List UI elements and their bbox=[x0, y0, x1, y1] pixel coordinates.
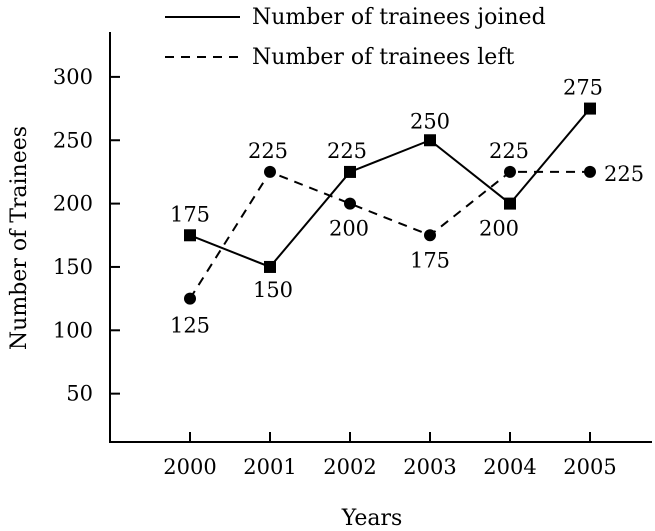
point-marker-left bbox=[264, 165, 276, 178]
point-marker-left bbox=[424, 229, 436, 242]
y-tick-label: 50 bbox=[66, 382, 93, 406]
legend-label-joined: Number of trainees joined bbox=[252, 5, 546, 30]
series-line-joined bbox=[189, 107, 591, 269]
data-label-joined: 275 bbox=[563, 76, 603, 100]
x-tick-label: 2005 bbox=[563, 455, 616, 479]
data-label-joined: 175 bbox=[170, 202, 210, 226]
data-labels: 175 150 225 250 200 275 125 225 200 175 225 225 bbox=[170, 76, 644, 338]
data-label-joined: 150 bbox=[253, 278, 293, 302]
x-tick-label: 2000 bbox=[163, 455, 216, 479]
data-label-joined: 250 bbox=[410, 109, 450, 133]
data-label-joined: 225 bbox=[327, 139, 367, 163]
x-tick-label: 2001 bbox=[243, 455, 296, 479]
y-axis-title: Number of Trainees bbox=[7, 126, 32, 350]
point-marker-left bbox=[344, 197, 356, 210]
legend-label-left: Number of trainees left bbox=[252, 45, 514, 70]
y-tick-label: 250 bbox=[53, 128, 93, 152]
point-marker-left bbox=[584, 165, 596, 178]
point-marker-joined bbox=[184, 229, 196, 242]
series-line-left bbox=[189, 170, 590, 300]
series-lines bbox=[189, 107, 591, 300]
point-marker-joined bbox=[584, 102, 596, 115]
x-tick-label: 2003 bbox=[403, 455, 456, 479]
y-tick-label: 100 bbox=[53, 318, 93, 342]
point-marker-left bbox=[184, 292, 196, 305]
data-label-left: 175 bbox=[410, 248, 450, 272]
legend: Number of trainees joined Number of trai… bbox=[165, 5, 546, 70]
y-tick-label: 150 bbox=[53, 255, 93, 279]
data-label-left: 225 bbox=[248, 139, 288, 163]
x-axis-title: Years bbox=[341, 506, 403, 531]
y-tick-label: 300 bbox=[53, 65, 93, 89]
point-marker-joined bbox=[264, 260, 276, 273]
series-markers bbox=[184, 102, 596, 305]
y-ticks: 50 100 150 200 250 300 bbox=[53, 65, 120, 406]
point-marker-left bbox=[504, 165, 516, 178]
x-ticks: 2000 2001 2002 2003 2004 2005 bbox=[163, 432, 617, 479]
x-tick-label: 2004 bbox=[483, 455, 536, 479]
x-tick-label: 2002 bbox=[323, 455, 376, 479]
point-marker-joined bbox=[424, 134, 436, 147]
data-label-left: 200 bbox=[329, 217, 369, 241]
data-label-joined: 200 bbox=[479, 217, 519, 241]
y-tick-label: 200 bbox=[53, 192, 93, 216]
data-label-left: 225 bbox=[489, 139, 529, 163]
point-marker-joined bbox=[504, 197, 516, 210]
data-label-left: 225 bbox=[604, 162, 644, 186]
point-marker-joined bbox=[344, 165, 356, 178]
data-label-left: 125 bbox=[170, 314, 210, 338]
